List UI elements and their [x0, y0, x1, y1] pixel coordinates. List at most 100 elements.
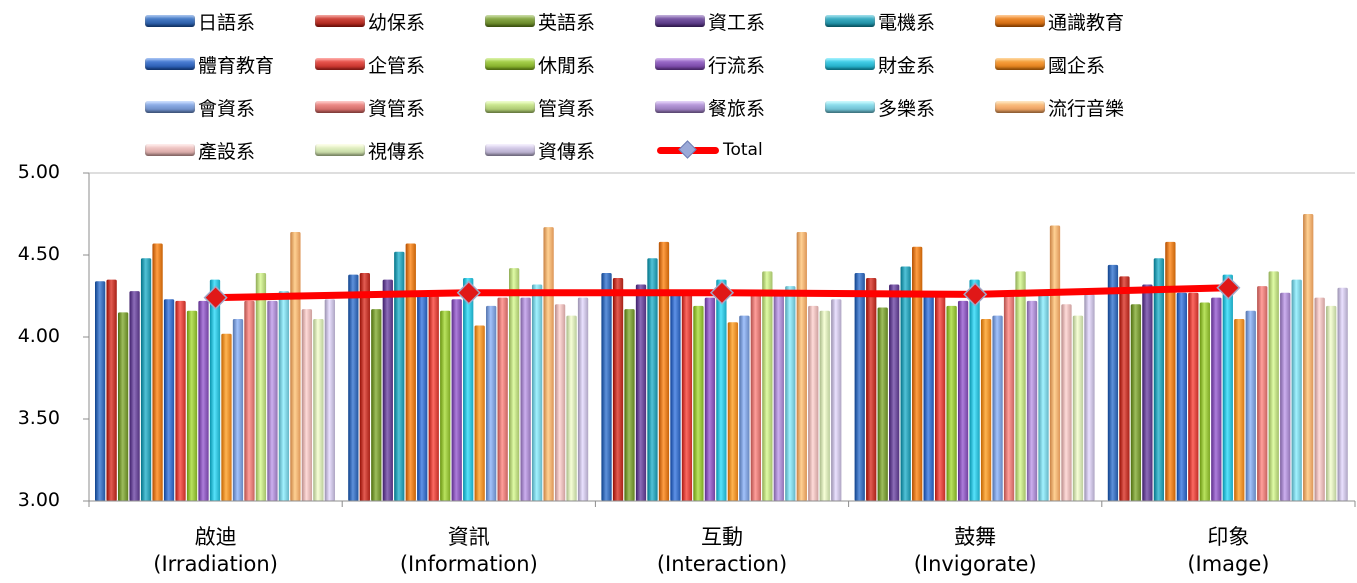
bar-流行音樂-啟迪 [290, 232, 301, 502]
bar-資管系-資訊 [497, 297, 508, 501]
bar-資工系-互動 [635, 284, 647, 501]
legend-label: 企管系 [368, 54, 426, 77]
legend-label: 日語系 [198, 11, 256, 34]
bar-通識教育-印象 [1165, 241, 1176, 501]
bar-流行音樂-印象 [1303, 214, 1314, 501]
bar-財金系-啟迪 [209, 279, 221, 501]
y-tick-label: 4.00 [17, 325, 60, 347]
bar-資傳系-啟迪 [324, 299, 335, 501]
x-category-name: 資訊 [447, 525, 490, 549]
legend-item: 企管系 [315, 49, 425, 79]
legend-item-total: Total [655, 135, 763, 165]
bar-休閒系-互動 [693, 305, 704, 501]
bar-產設系-印象 [1314, 297, 1325, 501]
legend-swatch [825, 101, 875, 113]
legend-swatch [825, 58, 875, 70]
bar-餐旅系-印象 [1280, 292, 1291, 501]
legend-swatch [825, 15, 875, 27]
total-point-資訊 [456, 280, 481, 305]
bar-休閒系-鼓舞 [946, 305, 957, 501]
bar-電機系-互動 [647, 258, 658, 501]
x-category-label: 印象 (Image) [1103, 524, 1353, 578]
bar-體育教育-資訊 [417, 294, 428, 501]
bar-行流系-鼓舞 [957, 300, 969, 501]
bar-資傳系-印象 [1337, 287, 1348, 501]
x-category-sublabel: (Irradiation) [153, 552, 278, 576]
y-tick-label: 5.00 [17, 161, 60, 183]
bar-資管系-互動 [750, 292, 761, 501]
legend-swatch [995, 15, 1045, 27]
bar-會資系-啟迪 [232, 318, 244, 501]
total-point-鼓舞 [963, 282, 988, 307]
legend-label: 產設系 [198, 140, 256, 163]
legend-swatch [315, 144, 365, 156]
x-category-label: 資訊 (Information) [344, 524, 594, 578]
bar-體育教育-鼓舞 [923, 292, 934, 501]
total-point-啟迪 [203, 285, 228, 310]
legend-item: 英語系 [485, 6, 595, 36]
bar-通識教育-鼓舞 [912, 246, 923, 501]
bar-企管系-互動 [681, 289, 693, 501]
legend-item: 休閒系 [485, 49, 595, 79]
legend-swatch [315, 58, 365, 70]
bar-日語系-印象 [1107, 264, 1119, 501]
legend-label: 視傳系 [368, 140, 426, 163]
bar-管資系-互動 [762, 271, 773, 501]
bar-財金系-互動 [716, 279, 727, 501]
bar-英語系-啟迪 [117, 312, 129, 501]
bar-資管系-鼓舞 [1003, 296, 1015, 501]
legend-swatch [315, 15, 365, 27]
x-category-sublabel: (Image) [1187, 552, 1270, 576]
legend-item: 會資系 [145, 92, 255, 122]
bar-日語系-啟迪 [95, 281, 106, 501]
x-category-label: 鼓舞 (Invigorate) [850, 524, 1100, 578]
legend-label: 休閒系 [538, 54, 596, 77]
bar-資管系-啟迪 [244, 300, 255, 501]
bar-視傳系-印象 [1326, 305, 1337, 501]
legend-label: 通識教育 [1048, 11, 1125, 34]
legend-label: 資工系 [708, 11, 766, 34]
legend-swatch [655, 58, 705, 70]
bar-產設系-鼓舞 [1061, 304, 1072, 501]
legend-label: 財金系 [878, 54, 936, 77]
bar-視傳系-啟迪 [313, 318, 324, 501]
bar-資傳系-互動 [831, 299, 842, 501]
bar-休閒系-印象 [1199, 302, 1210, 501]
bar-休閒系-啟迪 [186, 310, 198, 501]
bar-group [95, 214, 1348, 502]
legend-item: 體育教育 [145, 49, 274, 79]
bar-幼保系-啟迪 [106, 279, 117, 501]
bar-資工系-啟迪 [129, 291, 140, 501]
legend-label: 資傳系 [538, 140, 596, 163]
bar-會資系-互動 [739, 315, 750, 501]
bar-電機系-資訊 [394, 251, 405, 501]
x-category-label: 啟迪 (Irradiation) [91, 524, 341, 578]
bar-管資系-鼓舞 [1015, 271, 1026, 501]
bar-餐旅系-啟迪 [267, 300, 278, 501]
legend-item: 國企系 [995, 49, 1105, 79]
legend-item: 流行音樂 [995, 92, 1124, 122]
bar-國企系-互動 [727, 322, 739, 501]
bar-多樂系-資訊 [531, 284, 543, 501]
bar-財金系-資訊 [463, 277, 474, 501]
bar-視傳系-資訊 [566, 315, 577, 501]
legend-label: 體育教育 [198, 54, 275, 77]
bar-幼保系-鼓舞 [866, 277, 877, 501]
legend-swatch [145, 144, 195, 156]
legend-item: 視傳系 [315, 135, 425, 165]
bar-視傳系-互動 [819, 310, 830, 501]
bar-企管系-鼓舞 [935, 296, 946, 501]
bar-行流系-資訊 [451, 299, 462, 501]
legend-total-swatch [655, 140, 721, 159]
legend-item: 產設系 [145, 135, 255, 165]
axes [83, 172, 1356, 507]
legend-label: 電機系 [878, 11, 936, 34]
total-point-互動 [709, 280, 735, 305]
legend-swatch [145, 101, 195, 113]
legend-item: 電機系 [825, 6, 935, 36]
bar-英語系-印象 [1130, 304, 1142, 501]
bar-財金系-印象 [1222, 274, 1233, 501]
legend-swatch [485, 144, 535, 156]
legend-label: 管資系 [538, 97, 596, 120]
bar-電機系-印象 [1153, 258, 1165, 501]
